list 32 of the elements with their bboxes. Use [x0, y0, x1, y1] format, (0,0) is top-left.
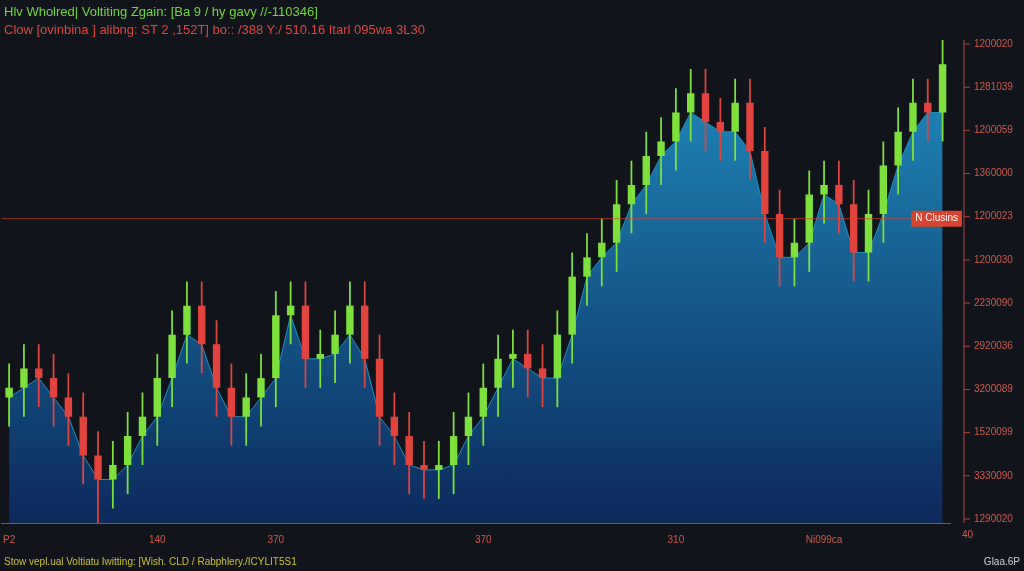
text: 1200023	[974, 210, 1014, 222]
ref-line-label: N Clusins	[915, 212, 959, 224]
text: Stow vepl.ual Voltiatu Iwitting: [Wish. CLD / Rabphlery./ICYLIT5S1	[4, 555, 298, 567]
text: 1200030	[974, 253, 1014, 265]
candlestick	[820, 160, 828, 224]
text: Glaa.6P	[983, 555, 1021, 567]
candlestick	[420, 440, 428, 499]
text: 2920036	[974, 340, 1014, 352]
text: 1200059	[974, 124, 1014, 136]
candlestick	[35, 344, 43, 408]
candlestick	[716, 97, 725, 161]
text: 1281039	[974, 80, 1014, 92]
candlestick	[5, 363, 13, 427]
x-tick-label: 310	[667, 533, 685, 545]
x-tick-label: 140	[148, 533, 167, 545]
text: 40	[962, 528, 974, 540]
text: 1200020	[974, 37, 1014, 49]
x-tick-label: P2	[3, 533, 16, 545]
candlestick	[509, 329, 517, 388]
text: 1290020	[974, 512, 1014, 524]
x-tick-label: 370	[474, 533, 493, 545]
candlestick	[316, 329, 324, 388]
x-tick-label: Ni099ca	[805, 533, 843, 545]
chart-subtitle: Clow [ovinbina ] alibng: ST 2 ,152T] bo:: /388 Y:/ 510.16 Itarl 095wa 3L30	[4, 21, 425, 37]
text: 3200089	[974, 383, 1014, 395]
text: 1520099	[974, 426, 1014, 438]
text: 2230090	[974, 296, 1014, 308]
text: 1360000	[974, 167, 1014, 179]
candlestick	[435, 440, 443, 499]
chart-title: Hlv Wholred| Voltiting Zgain: [Ba 9 / hy gavy //-110346]	[4, 3, 318, 19]
x-tick-label: 370	[267, 533, 285, 545]
text: 3330090	[974, 469, 1014, 481]
